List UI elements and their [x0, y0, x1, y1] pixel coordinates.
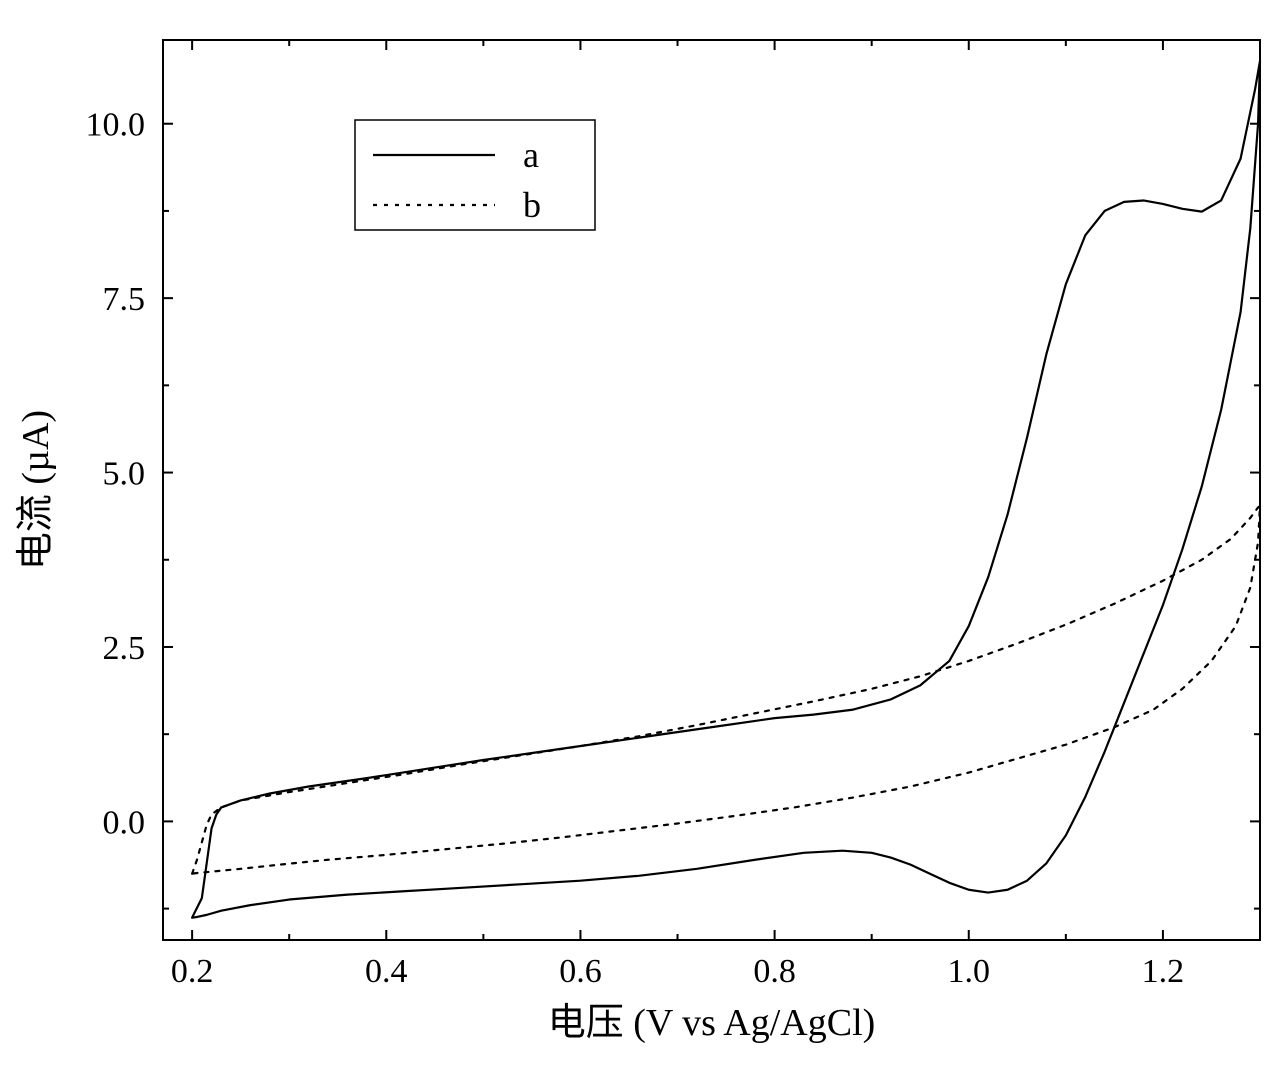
x-axis-label: 电压 (V vs Ag/AgCl) — [548, 1002, 876, 1044]
legend-label-b: b — [523, 185, 541, 225]
y-tick-label: 0.0 — [103, 804, 146, 841]
x-tick-label: 0.4 — [365, 953, 408, 990]
y-tick-label: 5.0 — [103, 456, 146, 493]
plot-frame — [163, 40, 1260, 940]
x-tick-label: 1.2 — [1142, 953, 1185, 990]
series-a — [192, 61, 1260, 918]
y-tick-label: 10.0 — [86, 107, 146, 144]
x-tick-label: 1.0 — [948, 953, 991, 990]
series-b — [192, 506, 1260, 874]
legend-label-a: a — [523, 135, 539, 175]
x-tick-label: 0.6 — [559, 953, 602, 990]
y-axis-label: 电流 (µA) — [15, 410, 57, 570]
legend-box — [355, 120, 595, 230]
cv-chart: 0.2 0.4 0.6 0.8 1.0 1.2 0.0 2.5 5.0 7.5 10.0 电压 (V … — [0, 0, 1275, 1073]
x-tick-label: 0.2 — [171, 953, 214, 990]
y-tick-label: 2.5 — [103, 630, 146, 667]
x-tick-label: 0.8 — [753, 953, 796, 990]
y-tick-label: 7.5 — [103, 281, 146, 318]
